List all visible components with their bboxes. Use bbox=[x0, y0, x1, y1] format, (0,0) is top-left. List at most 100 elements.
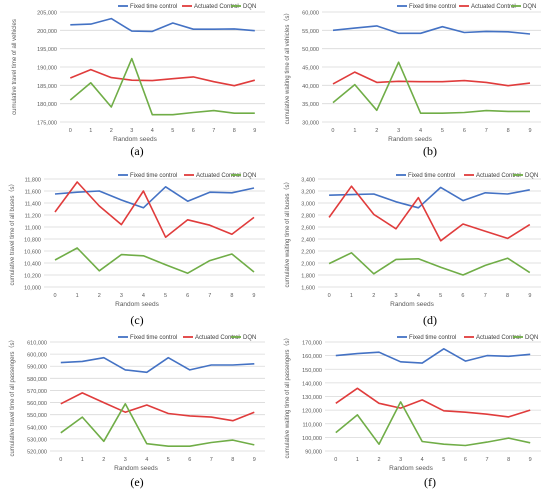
y-tick-label: 11,600 bbox=[25, 190, 41, 196]
y-tick-label: 580,000 bbox=[27, 377, 47, 383]
y-tick-label: 110,000 bbox=[303, 422, 322, 428]
legend-label: Actuated Control bbox=[195, 335, 240, 341]
series-line-actuated bbox=[54, 181, 255, 238]
legend-label: DQN bbox=[523, 4, 536, 10]
x-tick-label: 0 bbox=[331, 128, 334, 134]
y-axis-label: cumulative travel time of all vehicles bbox=[12, 19, 18, 115]
y-tick-label: 540,000 bbox=[27, 425, 47, 431]
x-tick-label: 8 bbox=[506, 293, 509, 299]
chart-svg-d: 1,600 1,800 2,000 2,200 2,400 2,600 2,800 3,000… bbox=[284, 173, 541, 308]
x-tick-label: 7 bbox=[210, 457, 213, 463]
x-tick-label: 6 bbox=[461, 293, 464, 299]
x-tick-label: 7 bbox=[485, 128, 488, 134]
legend-label: DQN bbox=[243, 4, 256, 10]
legend-label: DQN bbox=[525, 335, 538, 341]
chart-panel-e: 520,000 530,000 540,000 550,000 560,000 570,0… bbox=[0, 330, 275, 493]
x-tick-label: 8 bbox=[233, 128, 236, 134]
legend-label: Fixed time control bbox=[408, 173, 455, 179]
y-tick-label: 45,000 bbox=[302, 66, 319, 72]
series-line-dqn bbox=[335, 401, 531, 447]
series-line-fixed bbox=[332, 25, 531, 35]
series-line-fixed bbox=[70, 17, 255, 33]
caption-a: (a) bbox=[130, 144, 144, 158]
y-tick-label: 130,000 bbox=[302, 395, 322, 401]
x-tick-label: 9 bbox=[529, 128, 532, 134]
x-axis-label: Random seeds bbox=[115, 301, 159, 308]
x-tick-label: 5 bbox=[167, 457, 170, 463]
legend-label: Fixed time control bbox=[409, 4, 456, 10]
y-tick-label: 2,000 bbox=[301, 262, 315, 268]
chart-svg-e: 520,000 530,000 540,000 550,000 560,000 570,0… bbox=[9, 335, 265, 472]
y-tick-label: 10,800 bbox=[24, 238, 41, 244]
x-tick-label: 8 bbox=[507, 128, 510, 134]
y-tick-label: 570,000 bbox=[27, 389, 47, 395]
y-tick-label: 205,000 bbox=[37, 11, 57, 17]
y-tick-label: 60,000 bbox=[302, 11, 319, 17]
chart-panel-b: 30,000 35,000 40,000 45,000 50,000 55,000 60,0… bbox=[275, 0, 550, 163]
x-tick-label: 7 bbox=[208, 293, 211, 299]
x-tick-label: 2 bbox=[372, 293, 375, 299]
y-tick-label: 2,600 bbox=[301, 226, 315, 232]
x-tick-label: 0 bbox=[54, 293, 57, 299]
y-tick-label: 2,200 bbox=[301, 250, 315, 256]
legend-label: Actuated Control bbox=[194, 4, 239, 10]
x-axis-label: Random seeds bbox=[113, 136, 157, 143]
y-tick-label: 2,800 bbox=[301, 214, 315, 220]
x-tick-label: 2 bbox=[377, 457, 380, 463]
caption-f: (f) bbox=[424, 475, 436, 489]
x-tick-label: 8 bbox=[230, 293, 233, 299]
y-tick-label: 10,600 bbox=[24, 250, 41, 256]
y-tick-label: 160,000 bbox=[302, 354, 322, 360]
x-tick-label: 3 bbox=[130, 128, 133, 134]
y-tick-label: 185,000 bbox=[37, 84, 57, 90]
y-tick-label: 520,000 bbox=[27, 450, 47, 456]
caption-d: (d) bbox=[423, 313, 437, 327]
caption-e: (e) bbox=[130, 475, 144, 489]
y-tick-label: 10,000 bbox=[24, 286, 41, 292]
x-tick-label: 9 bbox=[528, 293, 531, 299]
y-tick-label: 10,200 bbox=[24, 274, 41, 280]
legend-label: Fixed time control bbox=[130, 4, 177, 10]
x-tick-label: 2 bbox=[375, 128, 378, 134]
x-axis-label: Random seeds bbox=[114, 465, 158, 472]
legend-label: Fixed time control bbox=[130, 173, 177, 179]
x-tick-label: 6 bbox=[463, 128, 466, 134]
y-tick-label: 1,600 bbox=[301, 286, 315, 292]
series-line-fixed bbox=[54, 185, 255, 209]
chart-svg-b: 30,000 35,000 40,000 45,000 50,000 55,000 60,0… bbox=[284, 4, 541, 143]
x-tick-label: 5 bbox=[439, 293, 442, 299]
y-tick-label: 11,200 bbox=[25, 214, 41, 220]
y-tick-label: 600,000 bbox=[27, 353, 47, 359]
x-tick-label: 6 bbox=[192, 128, 195, 134]
x-tick-label: 0 bbox=[334, 457, 337, 463]
y-tick-label: 560,000 bbox=[27, 401, 47, 407]
x-tick-label: 9 bbox=[253, 128, 256, 134]
legend-label: Actuated Control bbox=[196, 173, 241, 179]
series-line-fixed bbox=[60, 356, 255, 374]
y-tick-label: 10,400 bbox=[24, 262, 41, 268]
series-line-dqn bbox=[60, 403, 255, 447]
x-tick-label: 0 bbox=[69, 128, 72, 134]
series-line-dqn bbox=[328, 252, 531, 276]
legend-label: DQN bbox=[525, 173, 538, 179]
x-tick-label: 0 bbox=[328, 293, 331, 299]
series-line-fixed bbox=[329, 186, 530, 209]
x-tick-label: 1 bbox=[81, 457, 84, 463]
y-tick-label: 30,000 bbox=[302, 121, 319, 127]
x-tick-label: 6 bbox=[186, 293, 189, 299]
series-line-actuated bbox=[60, 392, 255, 422]
x-tick-label: 5 bbox=[171, 128, 174, 134]
legend-label: Fixed time control bbox=[409, 335, 456, 341]
y-tick-label: 590,000 bbox=[27, 365, 47, 371]
x-tick-label: 6 bbox=[464, 457, 467, 463]
chart-panel-a: 175,000 180,000 185,000 190,000 195,000 200,0… bbox=[0, 0, 275, 163]
x-tick-label: 4 bbox=[151, 128, 154, 134]
x-tick-label: 5 bbox=[442, 457, 445, 463]
x-axis-label: Random seeds bbox=[388, 136, 432, 143]
y-tick-label: 3,200 bbox=[301, 190, 315, 196]
x-tick-label: 1 bbox=[356, 457, 359, 463]
x-tick-label: 3 bbox=[395, 293, 398, 299]
y-tick-label: 11,800 bbox=[25, 178, 41, 184]
y-tick-label: 40,000 bbox=[302, 84, 319, 90]
y-axis-label: cumulative waiting time of all buses（s） bbox=[284, 178, 291, 287]
